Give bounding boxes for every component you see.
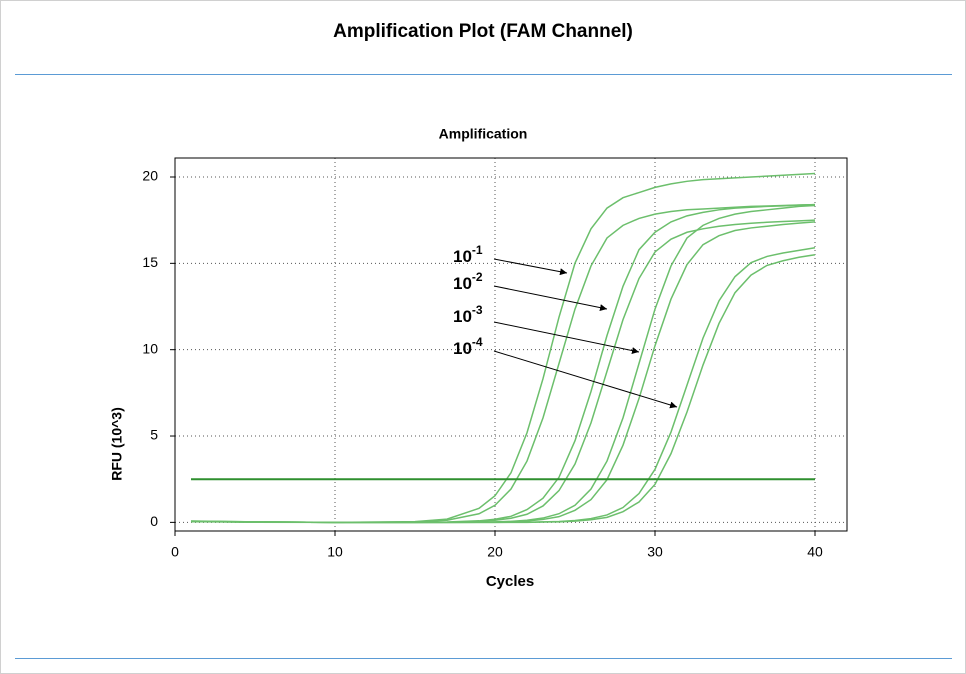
annotation: 10-3 bbox=[453, 303, 483, 326]
annotation-sup: -4 bbox=[472, 335, 483, 349]
x-tick-label: 30 bbox=[647, 544, 663, 560]
amplification-curve bbox=[190, 172, 816, 524]
y-tick-label: 15 bbox=[142, 254, 158, 270]
annotation-sup: -3 bbox=[472, 303, 483, 317]
x-tick-label: 40 bbox=[807, 544, 823, 560]
amplification-curve bbox=[190, 204, 816, 524]
annotation-arrow bbox=[493, 321, 640, 355]
amplification-curve bbox=[190, 203, 816, 524]
document-title: Amplification Plot (FAM Channel) bbox=[333, 21, 633, 42]
annotation: 10-4 bbox=[453, 335, 483, 358]
y-tick-label: 5 bbox=[150, 427, 158, 443]
annotation-sup: -1 bbox=[472, 243, 483, 257]
annotation: 10-2 bbox=[453, 270, 483, 293]
annotation-base: 10 bbox=[453, 339, 472, 358]
annotation-arrow bbox=[493, 350, 678, 409]
plot-frame bbox=[174, 157, 848, 532]
y-tick-label: 10 bbox=[142, 340, 158, 356]
annotation-arrow bbox=[493, 258, 568, 276]
x-tick-label: 10 bbox=[327, 544, 343, 560]
amplification-curve bbox=[190, 219, 816, 524]
annotation-base: 10 bbox=[453, 247, 472, 266]
divider bbox=[15, 74, 952, 75]
annotation-arrow bbox=[493, 285, 608, 312]
x-tick-label: 20 bbox=[487, 544, 503, 560]
annotation-base: 10 bbox=[453, 274, 472, 293]
divider bbox=[15, 658, 952, 659]
annotation-sup: -2 bbox=[472, 270, 483, 284]
amplification-curve bbox=[190, 203, 816, 524]
x-tick-label: 0 bbox=[171, 544, 179, 560]
chart-title: Amplification bbox=[439, 126, 528, 142]
amplification-curve bbox=[190, 221, 816, 524]
amplification-curve bbox=[190, 247, 816, 524]
annotation: 10-1 bbox=[453, 243, 483, 266]
amplification-curve bbox=[190, 253, 816, 524]
y-axis-label: RFU (10^3) bbox=[109, 407, 125, 481]
y-tick-label: 0 bbox=[150, 513, 158, 529]
x-axis-label: Cycles bbox=[486, 573, 534, 590]
chart: Amplification Cycles RFU (10^3) 0 5 10 15 20… bbox=[109, 126, 848, 590]
annotation-base: 10 bbox=[453, 307, 472, 326]
y-tick-label: 20 bbox=[142, 168, 158, 184]
